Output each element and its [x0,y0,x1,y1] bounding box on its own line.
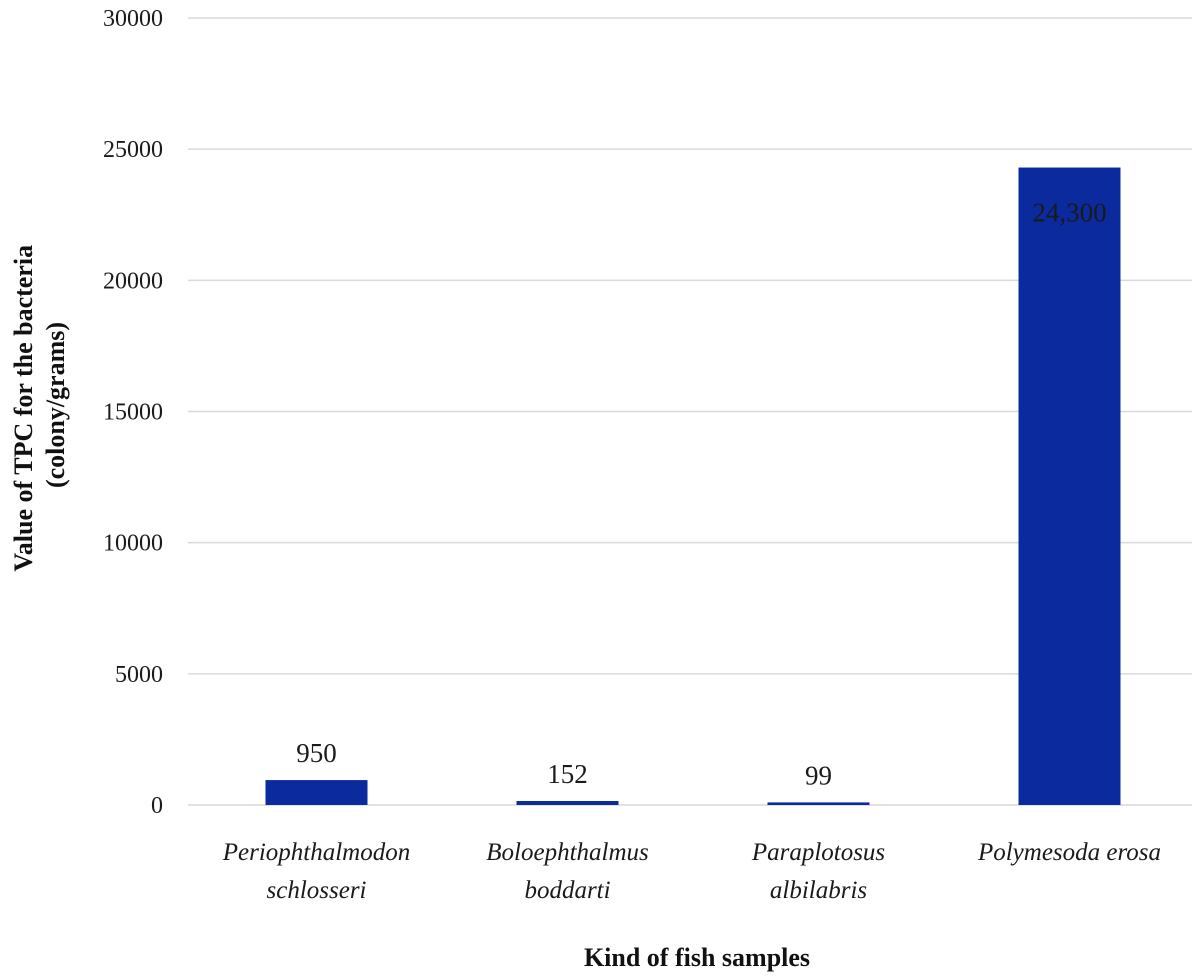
x-category-label-line: albilabris [770,877,867,904]
x-axis-categories: Periophthalmodon schlosseri Boloephthalmus… [222,839,1161,904]
x-category-label-line: Paraplotosus [751,839,885,866]
y-tick-label: 10000 [103,531,163,557]
data-label: 950 [296,738,337,768]
gridlines [188,17,1192,806]
x-category-label-line: schlosseri [267,877,367,904]
y-axis-title: Value of TPC for the bacteria (colony/gr… [9,238,70,571]
x-category-label-line: Polymesoda erosa [977,839,1161,866]
x-category-label-line: boddarti [524,877,610,904]
y-axis-title-line-2: (colony/grams) [41,322,70,488]
y-tick-label: 0 [151,793,163,819]
x-category-label: Polymesoda erosa [977,839,1161,866]
data-label: 24,300 [1032,198,1106,228]
x-category-label: Periophthalmodon schlosseri [222,839,411,904]
y-tick-label: 20000 [103,268,163,294]
x-category-label-line: Periophthalmodon [222,839,411,866]
bar [767,802,870,805]
x-category-label: Paraplotosus albilabris [751,839,885,904]
y-tick-label: 15000 [103,400,163,426]
y-tick-label: 5000 [115,662,163,688]
bar [516,801,619,805]
bars [265,167,1121,805]
data-label: 152 [547,759,588,789]
y-axis-ticks: 0 5000 10000 15000 20000 25000 30000 [103,6,163,819]
y-tick-label: 25000 [103,137,163,163]
bar [1018,167,1121,805]
bar [265,780,368,805]
y-axis-title-line-1: Value of TPC for the bacteria [9,245,38,572]
y-tick-label: 30000 [103,6,163,32]
x-category-label-line: Boloephthalmus [486,839,649,866]
data-labels: 950 152 99 24,300 [296,198,1106,791]
x-category-label: Boloephthalmus boddarti [486,839,649,904]
x-axis-title: Kind of fish samples [584,943,810,972]
data-label: 99 [805,760,832,790]
